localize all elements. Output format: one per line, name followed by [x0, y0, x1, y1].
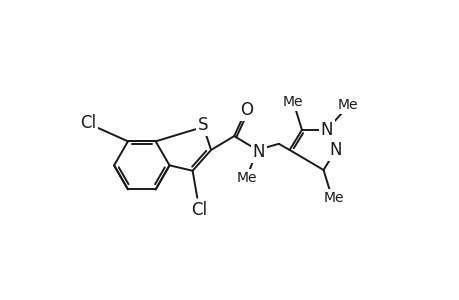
Text: N: N [319, 121, 332, 139]
Text: O: O [240, 101, 252, 119]
Text: Me: Me [282, 95, 302, 109]
Text: Me: Me [323, 191, 344, 205]
Text: Me: Me [236, 171, 256, 185]
Text: S: S [198, 116, 208, 134]
Text: Cl: Cl [190, 201, 207, 219]
Text: Me: Me [337, 98, 358, 112]
Text: N: N [252, 143, 264, 161]
Text: N: N [329, 141, 341, 159]
Text: Cl: Cl [80, 114, 96, 132]
